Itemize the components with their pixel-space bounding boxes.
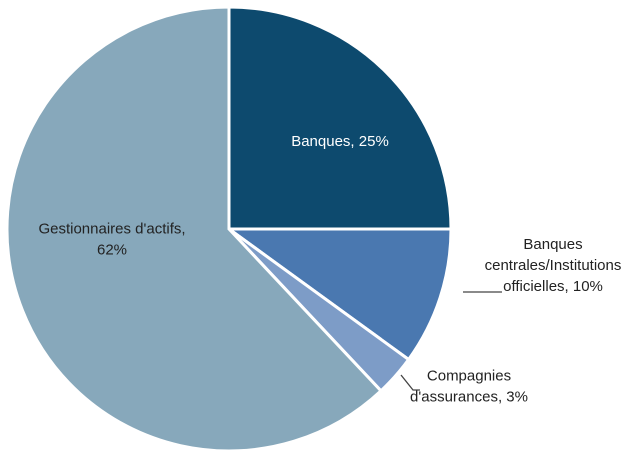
- pie-slice-0: [227, 5, 453, 231]
- pie-slices: [5, 5, 453, 453]
- pie-slice-1: [224, 227, 453, 362]
- slice-label-line: Compagnies: [427, 368, 511, 385]
- leader-line-2: [400, 374, 420, 391]
- slice-label-2: Compagnies d'assurances, 3%: [410, 368, 528, 406]
- slice-label-line: Gestionnaires d'actifs,: [38, 221, 185, 238]
- slice-label-1: Banques centrales/Institutions officielles…: [485, 236, 622, 295]
- slice-label-line: officielles, 10%: [503, 278, 603, 295]
- slice-label-line: Banques, 25%: [291, 133, 389, 150]
- slice-label-line: Banques: [523, 236, 582, 253]
- slice-label-line: d'assurances, 3%: [410, 389, 528, 406]
- slice-label-3: Gestionnaires d'actifs, 62%: [38, 221, 185, 259]
- slice-label-line: centrales/Institutions: [485, 257, 622, 274]
- slice-label-line: 62%: [97, 242, 127, 259]
- slice-label-0: Banques, 25%: [291, 133, 389, 150]
- leader-lines: [400, 291, 502, 391]
- slice-labels: Banques, 25% Banques centrales/Institution…: [38, 133, 621, 406]
- pie-slice-3: [5, 5, 384, 453]
